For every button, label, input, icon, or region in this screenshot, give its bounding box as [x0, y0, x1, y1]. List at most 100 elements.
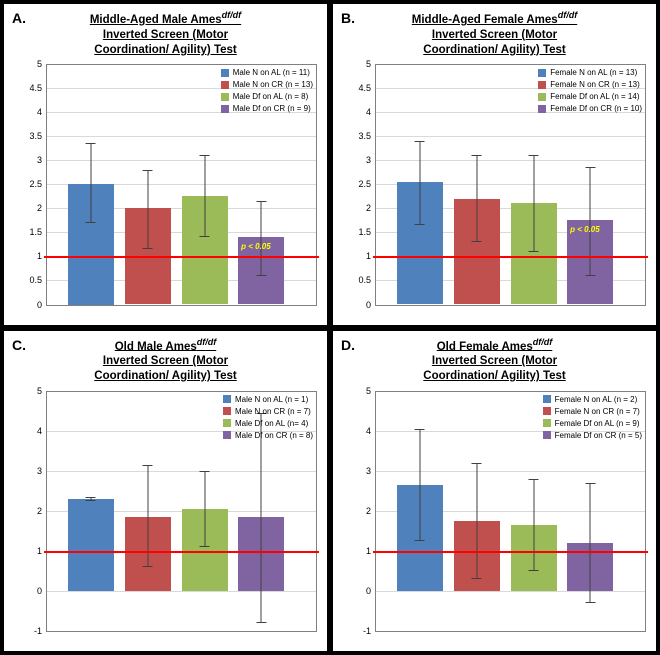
p-value-label: p < 0.05: [570, 225, 600, 234]
panel-label: C.: [12, 337, 26, 353]
error-bar: [147, 170, 148, 249]
panel-title: Middle-Aged Female Amesdf/dfInverted Scr…: [333, 10, 656, 58]
legend-label: Male Df on CR (n = 9): [233, 104, 311, 113]
panel-label: B.: [341, 10, 355, 26]
grid-line: [375, 160, 646, 161]
legend-swatch: [221, 105, 229, 113]
grid-line: [46, 160, 317, 161]
legend-item: Male N on AL (n = 1): [223, 395, 313, 404]
error-bar: [533, 155, 534, 251]
legend-item: Male Df on CR (n = 9): [221, 104, 313, 113]
grid-line: [375, 591, 646, 592]
legend: Female N on AL (n = 13) Female N on CR (n…: [538, 68, 642, 116]
y-tick-label: -1: [363, 626, 375, 636]
y-tick-label: 5: [366, 59, 375, 69]
grid-line: [375, 136, 646, 137]
error-bar: [419, 429, 420, 541]
legend-item: Female Df on AL (n = 14): [538, 92, 642, 101]
y-tick-label: 0: [366, 586, 375, 596]
legend-label: Female N on AL (n = 13): [550, 68, 637, 77]
legend-item: Male Df on CR (n = 8): [223, 431, 313, 440]
legend-item: Female N on CR (n = 13): [538, 80, 642, 89]
reference-line: [373, 551, 648, 553]
error-bar: [90, 143, 91, 222]
legend-item: Male Df on AL (n= 4): [223, 419, 313, 428]
legend-swatch: [538, 93, 546, 101]
error-bar: [533, 479, 534, 571]
legend-item: Female N on AL (n = 13): [538, 68, 642, 77]
panel-C: C.Old Male Amesdf/dfInverted Screen (Mot…: [4, 331, 327, 652]
panel-D: D.Old Female Amesdf/dfInverted Screen (M…: [333, 331, 656, 652]
legend-swatch: [538, 69, 546, 77]
legend-label: Male N on CR (n = 7): [235, 407, 311, 416]
y-tick-label: 4: [366, 426, 375, 436]
y-tick-label: 2: [37, 506, 46, 516]
error-bar: [90, 497, 91, 501]
error-bar: [476, 155, 477, 242]
y-tick-label: 3: [366, 155, 375, 165]
legend-swatch: [223, 395, 231, 403]
panel-B: B.Middle-Aged Female Amesdf/dfInverted S…: [333, 4, 656, 325]
error-bar: [476, 463, 477, 579]
error-bar: [261, 201, 262, 276]
panel-label: D.: [341, 337, 355, 353]
y-tick-label: 2.5: [29, 179, 46, 189]
y-tick-label: 0: [37, 586, 46, 596]
y-tick-label: 2: [366, 506, 375, 516]
y-tick-label: 0: [366, 300, 375, 310]
legend-swatch: [538, 105, 546, 113]
grid-line: [375, 64, 646, 65]
legend-label: Male N on CR (n = 13): [233, 80, 313, 89]
y-tick-label: 4: [37, 426, 46, 436]
legend-swatch: [538, 81, 546, 89]
legend-label: Female N on CR (n = 13): [550, 80, 640, 89]
reference-line: [373, 256, 648, 258]
legend-label: Female Df on AL (n = 9): [555, 419, 640, 428]
plot-area: 00.511.522.533.544.55p < 0.05Male N on A…: [46, 64, 317, 305]
y-tick-label: 4.5: [29, 83, 46, 93]
panel-label: A.: [12, 10, 26, 26]
legend: Female N on AL (n = 2) Female N on CR (n …: [543, 395, 642, 443]
legend-label: Male Df on AL (n = 8): [233, 92, 309, 101]
error-bar: [590, 167, 591, 275]
grid-line: [46, 591, 317, 592]
legend-swatch: [543, 419, 551, 427]
legend-label: Male N on AL (n = 1): [235, 395, 308, 404]
reference-line: [44, 256, 319, 258]
legend-label: Female N on AL (n = 2): [555, 395, 638, 404]
legend-item: Female Df on CR (n = 10): [538, 104, 642, 113]
chart-inner: -1012345Female N on AL (n = 2)Female N o…: [375, 391, 646, 632]
legend-swatch: [543, 395, 551, 403]
legend-label: Female N on CR (n = 7): [555, 407, 640, 416]
legend-item: Female N on AL (n = 2): [543, 395, 642, 404]
grid-line: [46, 64, 317, 65]
y-tick-label: 0.5: [29, 275, 46, 285]
reference-line: [44, 551, 319, 553]
legend-swatch: [543, 407, 551, 415]
error-bar: [261, 413, 262, 623]
y-tick-label: 5: [37, 59, 46, 69]
legend-swatch: [543, 431, 551, 439]
legend-label: Female Df on CR (n = 5): [555, 431, 642, 440]
legend-item: Female Df on AL (n = 9): [543, 419, 642, 428]
legend-item: Male N on AL (n = 11): [221, 68, 313, 77]
bar: [68, 499, 114, 591]
grid-line: [375, 471, 646, 472]
grid-line: [46, 136, 317, 137]
error-bar: [590, 483, 591, 603]
chart-inner: 00.511.522.533.544.55p < 0.05Male N on A…: [46, 64, 317, 305]
legend-item: Male Df on AL (n = 8): [221, 92, 313, 101]
legend-label: Female Df on AL (n = 14): [550, 92, 639, 101]
y-tick-label: 4: [37, 107, 46, 117]
legend: Male N on AL (n = 11) Male N on CR (n = 1…: [221, 68, 313, 116]
legend-item: Female N on CR (n = 7): [543, 407, 642, 416]
legend-item: Male N on CR (n = 7): [223, 407, 313, 416]
y-tick-label: 3.5: [29, 131, 46, 141]
legend-label: Male N on AL (n = 11): [233, 68, 310, 77]
y-tick-label: 4: [366, 107, 375, 117]
y-tick-label: 1.5: [29, 227, 46, 237]
legend-swatch: [223, 431, 231, 439]
plot-area: -1012345Male N on AL (n = 1)Male N on CR…: [46, 391, 317, 632]
error-bar: [419, 141, 420, 225]
y-tick-label: 1.5: [358, 227, 375, 237]
